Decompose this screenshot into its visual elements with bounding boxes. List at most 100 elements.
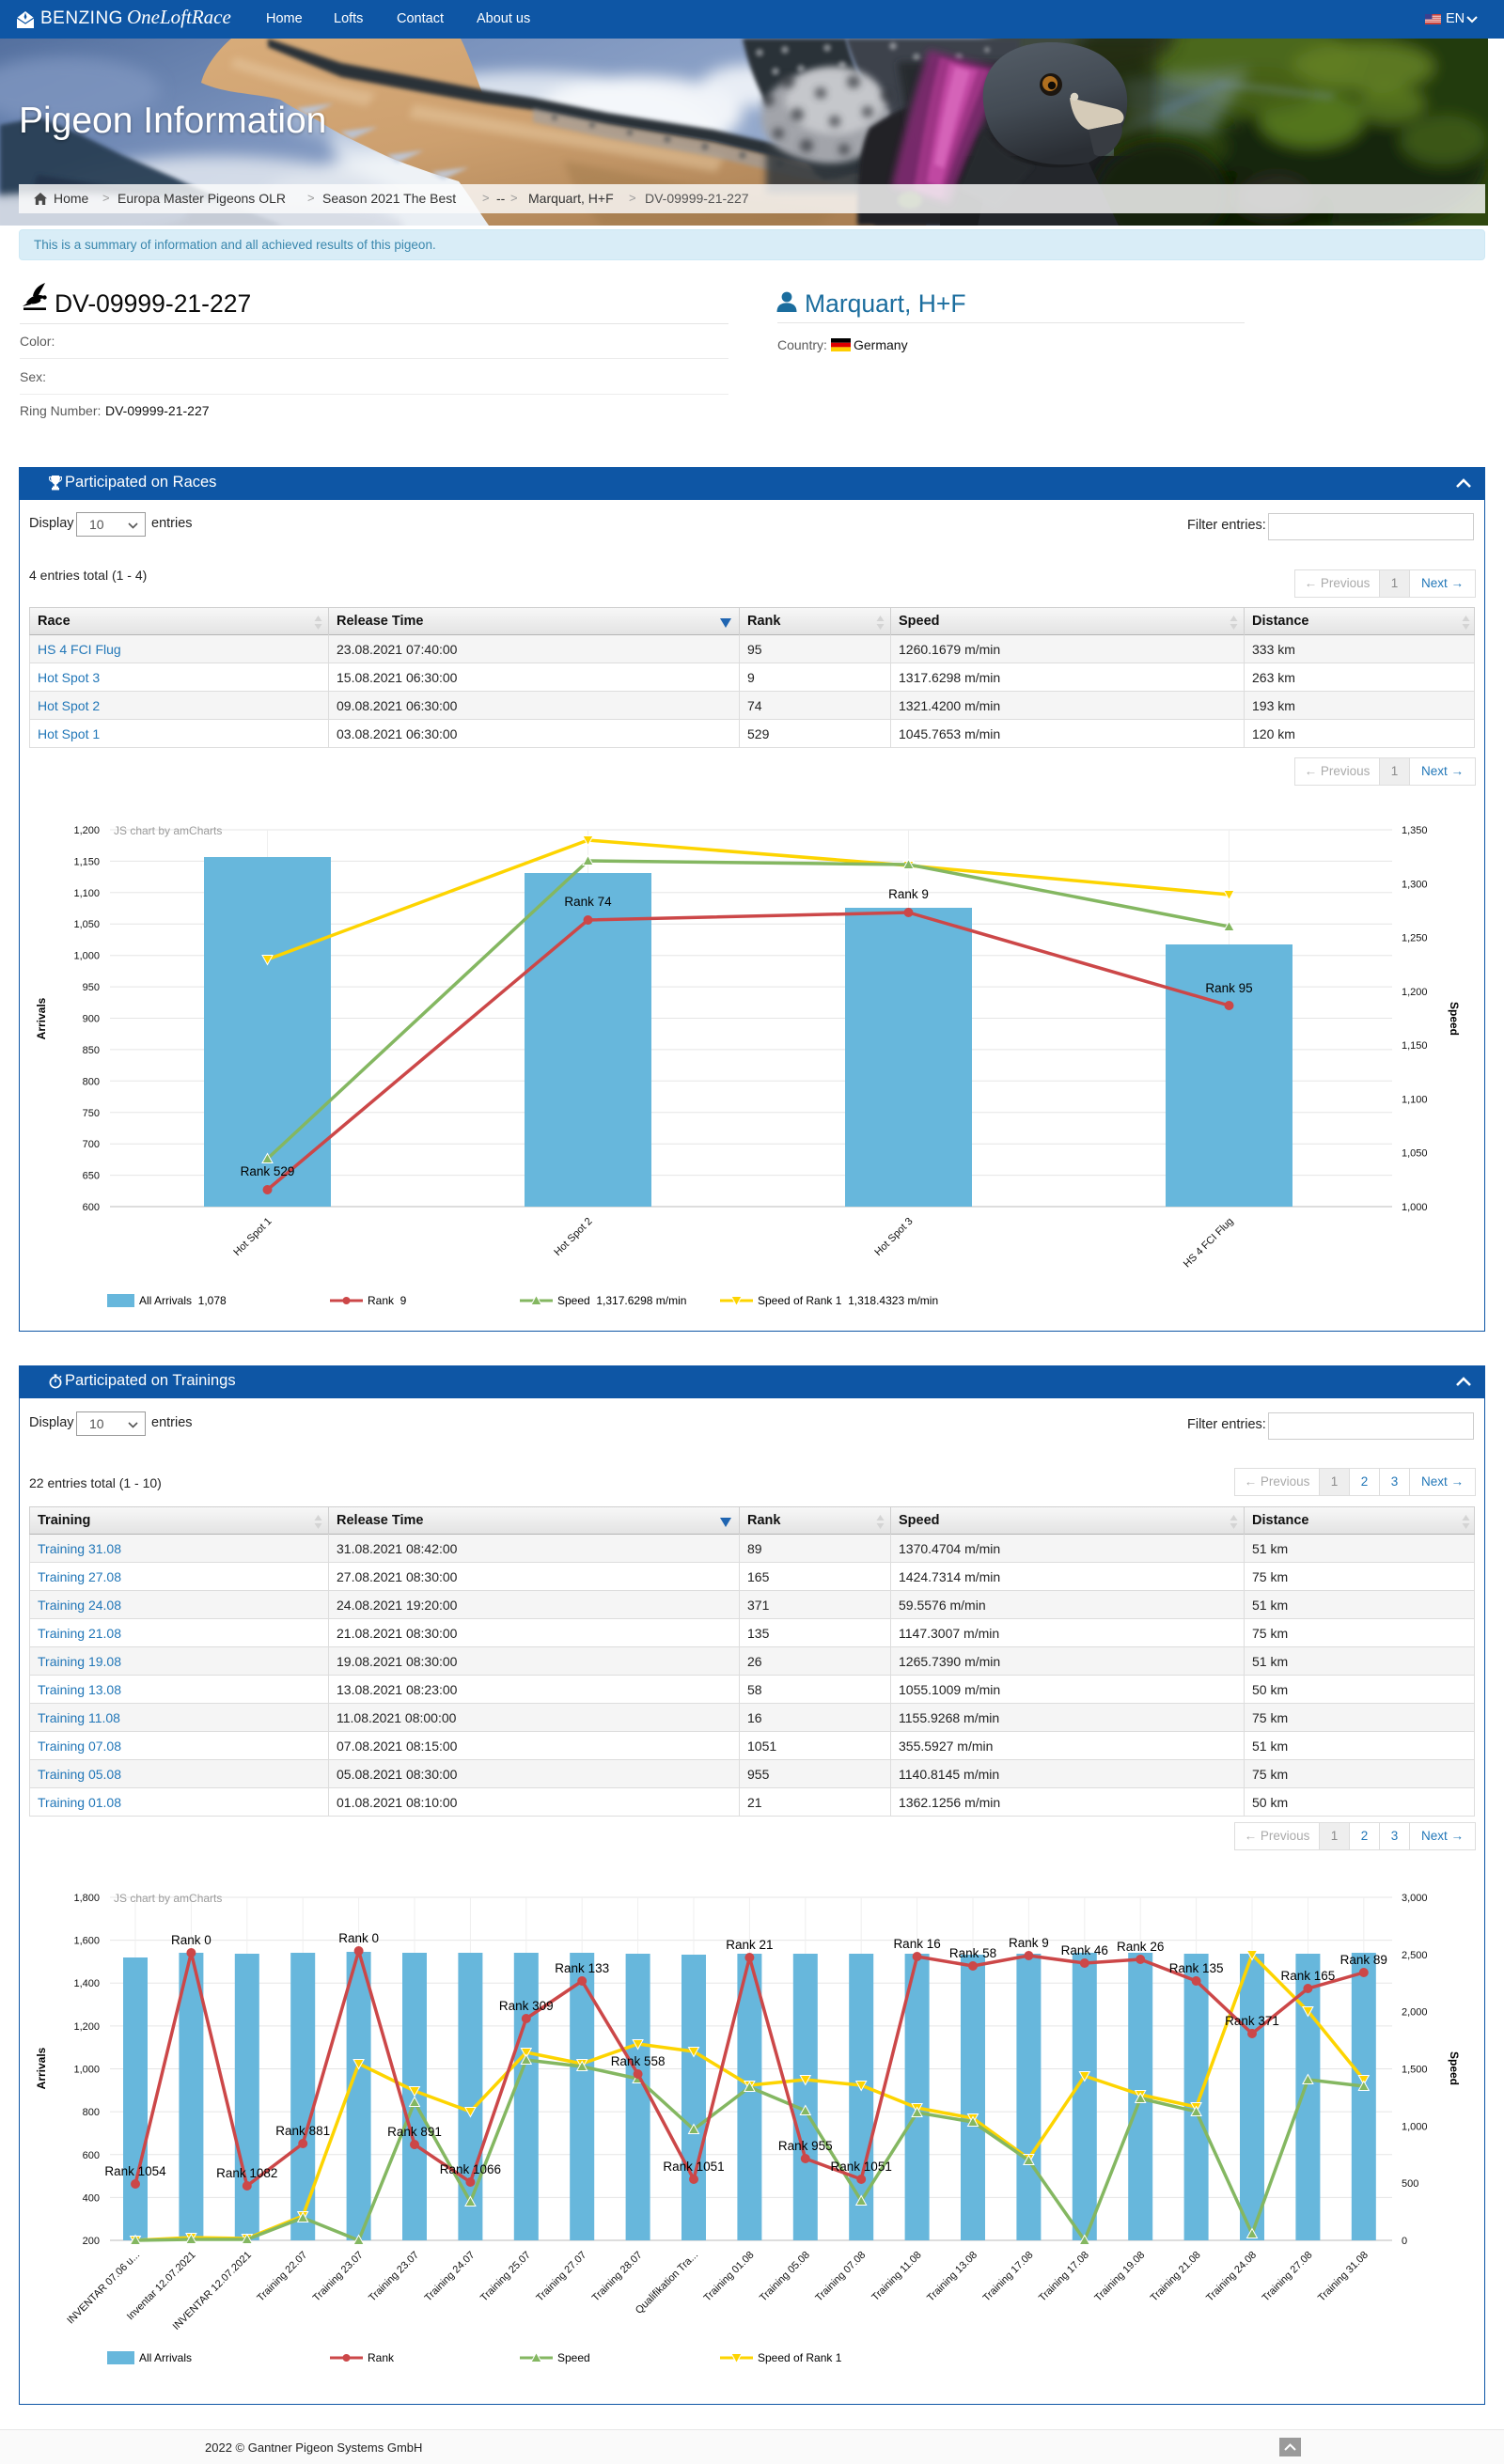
svg-text:Rank 0: Rank 0 — [171, 1933, 212, 1947]
svg-text:500: 500 — [1402, 2178, 1418, 2190]
svg-text:Rank 135: Rank 135 — [1169, 1961, 1224, 1975]
svg-text:Arrivals: Arrivals — [35, 2047, 48, 2089]
svg-text:800: 800 — [83, 2107, 100, 2118]
svg-text:Speed: Speed — [1448, 2051, 1461, 2085]
svg-text:Training 28.07: Training 28.07 — [590, 2250, 645, 2304]
svg-text:0: 0 — [1402, 2236, 1407, 2247]
svg-text:1,350: 1,350 — [1402, 825, 1428, 836]
svg-text:Rank 0: Rank 0 — [338, 1931, 379, 1945]
svg-text:Rank 9: Rank 9 — [1009, 1936, 1049, 1950]
svg-text:Speed of Rank 1: Speed of Rank 1 — [758, 2351, 842, 2364]
svg-text:Training 17.08: Training 17.08 — [1037, 2250, 1091, 2304]
svg-text:600: 600 — [83, 2150, 100, 2161]
svg-text:Training 23.07: Training 23.07 — [311, 2250, 366, 2304]
svg-text:1,050: 1,050 — [73, 919, 100, 930]
svg-text:Rank 1066: Rank 1066 — [440, 2162, 501, 2176]
svg-text:Training 07.08: Training 07.08 — [813, 2250, 868, 2304]
svg-text:All Arrivals 1,078: All Arrivals 1,078 — [139, 1294, 227, 1307]
svg-text:Speed 1,317.6298 m/min: Speed 1,317.6298 m/min — [557, 1294, 686, 1307]
svg-text:400: 400 — [83, 2192, 100, 2204]
svg-text:Rank 95: Rank 95 — [1205, 981, 1252, 995]
svg-text:1,300: 1,300 — [1402, 879, 1428, 890]
svg-text:850: 850 — [83, 1045, 100, 1056]
svg-text:3,000: 3,000 — [1402, 1893, 1428, 1904]
svg-text:800: 800 — [83, 1076, 100, 1087]
svg-text:950: 950 — [83, 982, 100, 993]
svg-text:Qualifikation Tra...: Qualifikation Tra... — [634, 2250, 700, 2316]
svg-text:Arrivals: Arrivals — [35, 997, 48, 1039]
svg-text:Rank 955: Rank 955 — [778, 2139, 833, 2153]
svg-text:Rank 529: Rank 529 — [241, 1164, 295, 1178]
svg-text:Training 13.08: Training 13.08 — [925, 2250, 979, 2304]
svg-text:Rank 558: Rank 558 — [611, 2054, 666, 2068]
svg-text:2,500: 2,500 — [1402, 1950, 1428, 1961]
svg-text:Training 23.07: Training 23.07 — [367, 2250, 421, 2304]
svg-text:2,000: 2,000 — [1402, 2007, 1428, 2019]
svg-text:Training 01.08: Training 01.08 — [702, 2250, 757, 2304]
svg-text:1,000: 1,000 — [1402, 1202, 1428, 1213]
svg-text:1,150: 1,150 — [1402, 1040, 1428, 1052]
svg-text:1,000: 1,000 — [1402, 2121, 1428, 2132]
svg-text:1,100: 1,100 — [1402, 1094, 1428, 1105]
svg-text:Training 05.08: Training 05.08 — [758, 2250, 812, 2304]
svg-text:Hot Spot 2: Hot Spot 2 — [552, 1216, 594, 1258]
svg-text:Training 22.07: Training 22.07 — [255, 2250, 309, 2304]
svg-text:1,150: 1,150 — [73, 856, 100, 867]
svg-text:Training 19.08: Training 19.08 — [1092, 2250, 1147, 2304]
svg-text:Rank 309: Rank 309 — [499, 1999, 554, 2013]
svg-text:Rank 1051: Rank 1051 — [831, 2160, 892, 2174]
svg-text:650: 650 — [83, 1171, 100, 1182]
svg-text:Training 27.07: Training 27.07 — [534, 2250, 588, 2304]
svg-text:1,200: 1,200 — [73, 825, 100, 836]
svg-text:Rank 1051: Rank 1051 — [663, 2160, 724, 2174]
svg-text:Rank 881: Rank 881 — [275, 2124, 330, 2138]
svg-text:1,000: 1,000 — [73, 951, 100, 962]
svg-text:All Arrivals: All Arrivals — [139, 2351, 192, 2364]
svg-text:1,000: 1,000 — [73, 2065, 100, 2076]
svg-text:1,050: 1,050 — [1402, 1148, 1428, 1160]
svg-text:Speed: Speed — [1448, 1002, 1461, 1036]
svg-text:Rank 1054: Rank 1054 — [104, 2164, 166, 2178]
svg-text:Training 25.07: Training 25.07 — [478, 2250, 533, 2304]
svg-text:Training 31.08: Training 31.08 — [1316, 2250, 1371, 2304]
svg-text:Rank 26: Rank 26 — [1117, 1940, 1164, 1954]
svg-text:Training 17.08: Training 17.08 — [981, 2250, 1036, 2304]
svg-text:Hot Spot 1: Hot Spot 1 — [231, 1216, 274, 1258]
svg-text:JS chart by amCharts: JS chart by amCharts — [114, 1892, 222, 1905]
svg-text:JS chart by amCharts: JS chart by amCharts — [114, 824, 222, 837]
svg-text:Speed: Speed — [557, 2351, 590, 2364]
svg-text:Rank 16: Rank 16 — [893, 1937, 940, 1951]
svg-text:Rank 133: Rank 133 — [555, 1961, 609, 1975]
svg-text:600: 600 — [83, 1202, 100, 1213]
svg-text:1,400: 1,400 — [73, 1978, 100, 1989]
svg-text:900: 900 — [83, 1014, 100, 1025]
svg-text:Training 11.08: Training 11.08 — [870, 2250, 923, 2303]
svg-text:Training 21.08: Training 21.08 — [1149, 2250, 1203, 2304]
svg-text:Rank 89: Rank 89 — [1340, 1953, 1387, 1967]
svg-text:1,250: 1,250 — [1402, 933, 1428, 944]
svg-text:Rank 9: Rank 9 — [888, 887, 929, 901]
svg-text:Rank 371: Rank 371 — [1225, 2014, 1279, 2028]
svg-text:Speed of Rank 1 1,318.4323 m/: Speed of Rank 1 1,318.4323 m/min — [758, 1294, 938, 1307]
svg-text:HS 4 FCI Flug: HS 4 FCI Flug — [1182, 1216, 1236, 1271]
svg-text:Rank 1082: Rank 1082 — [216, 2166, 277, 2180]
svg-text:1,800: 1,800 — [73, 1893, 100, 1904]
svg-text:Hot Spot 3: Hot Spot 3 — [872, 1216, 915, 1258]
svg-text:Training 27.08: Training 27.08 — [1261, 2250, 1315, 2304]
svg-text:1,200: 1,200 — [1402, 987, 1428, 998]
svg-text:Rank 21: Rank 21 — [726, 1938, 773, 1952]
svg-text:Rank 74: Rank 74 — [564, 895, 612, 909]
svg-text:750: 750 — [83, 1108, 100, 1119]
svg-text:Rank: Rank — [368, 2351, 395, 2364]
svg-text:1,500: 1,500 — [1402, 2065, 1428, 2076]
svg-text:Rank 46: Rank 46 — [1061, 1943, 1108, 1957]
svg-text:200: 200 — [83, 2236, 100, 2247]
svg-text:Training 24.07: Training 24.07 — [423, 2250, 478, 2304]
svg-text:1,100: 1,100 — [73, 888, 100, 899]
svg-text:Training 24.08: Training 24.08 — [1204, 2250, 1259, 2304]
svg-text:Rank 891: Rank 891 — [387, 2125, 442, 2139]
svg-text:Rank 58: Rank 58 — [949, 1946, 996, 1960]
svg-text:1,200: 1,200 — [73, 2021, 100, 2033]
svg-text:700: 700 — [83, 1139, 100, 1150]
svg-text:Rank 165: Rank 165 — [1281, 1969, 1336, 1983]
